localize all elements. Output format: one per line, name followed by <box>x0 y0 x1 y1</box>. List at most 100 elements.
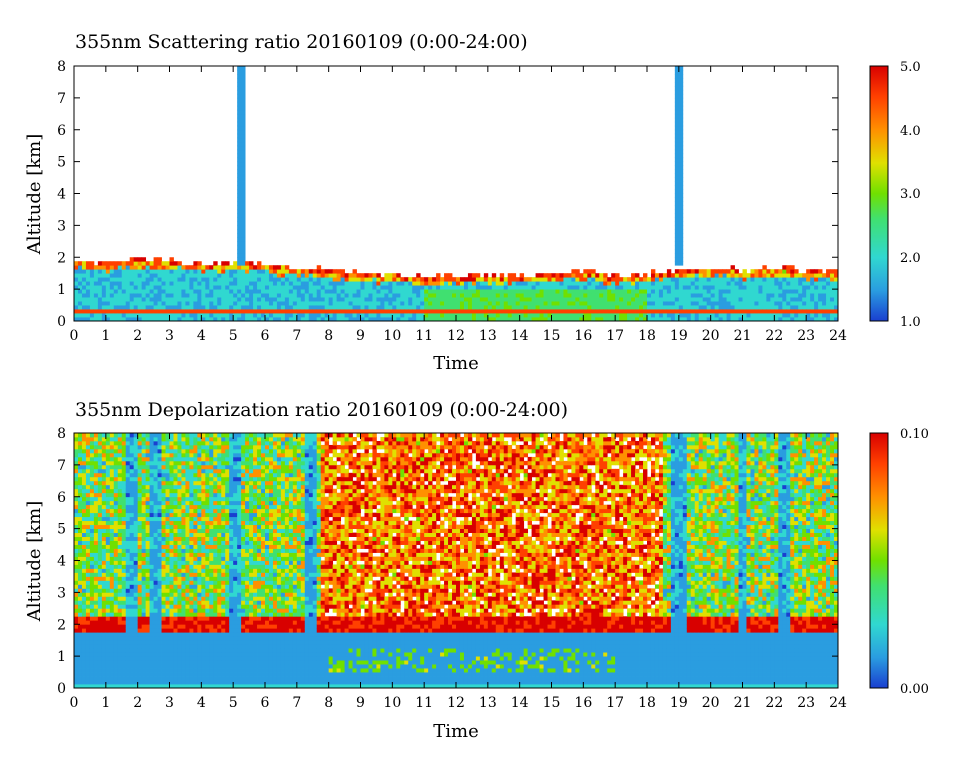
heatmap-cell <box>746 285 751 290</box>
heatmap-cell <box>714 301 720 306</box>
heatmap-cell <box>121 540 127 545</box>
heatmap-cell <box>81 632 87 637</box>
heatmap-cell <box>814 281 819 286</box>
heatmap-cell <box>121 672 127 677</box>
heatmap-cell <box>643 305 648 310</box>
heatmap-cell <box>253 285 258 290</box>
heatmap-cell <box>209 652 214 657</box>
heatmap-cell <box>392 285 397 290</box>
heatmap-cell <box>432 297 437 302</box>
heatmap-cell <box>519 277 525 282</box>
heatmap-cell <box>97 620 103 625</box>
heatmap-cell <box>348 273 353 278</box>
heatmap-cell <box>241 121 246 127</box>
heatmap-cell <box>153 604 158 609</box>
heatmap-cell <box>81 285 87 290</box>
heatmap-cell <box>201 281 206 286</box>
heatmap-cell <box>149 472 154 478</box>
heatmap-cell <box>261 317 266 322</box>
heatmap-cell <box>674 261 680 266</box>
heatmap-cell <box>93 484 99 490</box>
heatmap-cell <box>117 548 123 553</box>
heatmap-cell <box>145 552 151 557</box>
heatmap-cell <box>165 496 170 502</box>
heatmap-cell <box>117 540 123 545</box>
heatmap-cell <box>81 476 87 482</box>
heatmap-cell <box>690 305 696 310</box>
heatmap-cell <box>93 281 99 286</box>
heatmap-cell <box>133 684 139 689</box>
heatmap-cell <box>424 297 429 302</box>
heatmap-cell <box>81 528 87 534</box>
heatmap-cell <box>141 309 147 314</box>
heatmap-cell <box>101 672 107 677</box>
heatmap-cell <box>384 277 389 282</box>
heatmap-cell <box>97 472 103 478</box>
heatmap-cell <box>678 213 684 218</box>
heatmap-cell <box>153 313 158 318</box>
heatmap-cell <box>432 309 437 314</box>
heatmap-cell <box>125 556 131 561</box>
heatmap-cell <box>193 468 198 474</box>
heatmap-cell <box>475 289 481 294</box>
heatmap-cell <box>173 656 178 661</box>
heatmap-cell <box>241 77 246 83</box>
heatmap-cell <box>714 293 720 298</box>
heatmap-cell <box>376 285 381 290</box>
heatmap-cell <box>173 508 178 514</box>
heatmap-cell <box>241 133 246 139</box>
heatmap-cell <box>169 584 174 589</box>
heatmap-cell <box>189 660 194 665</box>
heatmap-cell <box>499 293 505 298</box>
heatmap-cell <box>611 301 616 306</box>
heatmap-cell <box>165 512 170 518</box>
heatmap-cell <box>93 596 99 601</box>
heatmap-cell <box>97 576 103 581</box>
heatmap-cell <box>543 301 548 306</box>
heatmap-cell <box>257 301 262 306</box>
heatmap-cell <box>479 301 485 306</box>
heatmap-cell <box>93 540 99 545</box>
heatmap-cell <box>726 285 731 290</box>
heatmap-cell <box>169 293 174 298</box>
heatmap-cell <box>77 612 83 617</box>
heatmap-cell <box>185 540 190 545</box>
heatmap-cell <box>209 285 214 290</box>
heatmap-cell <box>388 301 393 306</box>
heatmap-cell <box>551 273 556 278</box>
heatmap-cell <box>85 524 91 530</box>
heatmap-cell <box>798 313 803 318</box>
heatmap-cell <box>312 289 318 294</box>
heatmap-cell <box>587 317 592 322</box>
heatmap-cell <box>678 141 684 147</box>
heatmap-cell <box>408 309 413 314</box>
heatmap-cell <box>133 512 139 518</box>
heatmap-cell <box>157 576 162 581</box>
heatmap-cell <box>400 305 405 310</box>
heatmap-cell <box>292 309 298 314</box>
heatmap-cell <box>93 604 99 609</box>
heatmap-cell <box>627 313 632 318</box>
heatmap-cell <box>237 257 242 262</box>
heatmap-cell <box>201 528 206 534</box>
heatmap-cell <box>169 269 174 274</box>
heatmap-cell <box>129 456 135 462</box>
heatmap-cell <box>193 596 198 601</box>
heatmap-cell <box>97 492 103 498</box>
heatmap-cell <box>682 281 688 286</box>
heatmap-cell <box>288 289 294 294</box>
heatmap-cell <box>93 277 99 282</box>
heatmap-cell <box>193 520 198 526</box>
heatmap-cell <box>93 285 99 290</box>
heatmap-cell <box>113 552 119 557</box>
heatmap-cell <box>782 293 787 298</box>
heatmap-cell <box>181 496 186 502</box>
heatmap-cell <box>193 612 198 617</box>
heatmap-cell <box>109 309 115 314</box>
heatmap-cell <box>189 636 194 641</box>
heatmap-cell <box>97 448 103 454</box>
heatmap-cell <box>201 444 206 450</box>
heatmap-cell <box>555 277 560 282</box>
heatmap-cell <box>157 588 162 593</box>
heatmap-cell <box>420 317 425 322</box>
